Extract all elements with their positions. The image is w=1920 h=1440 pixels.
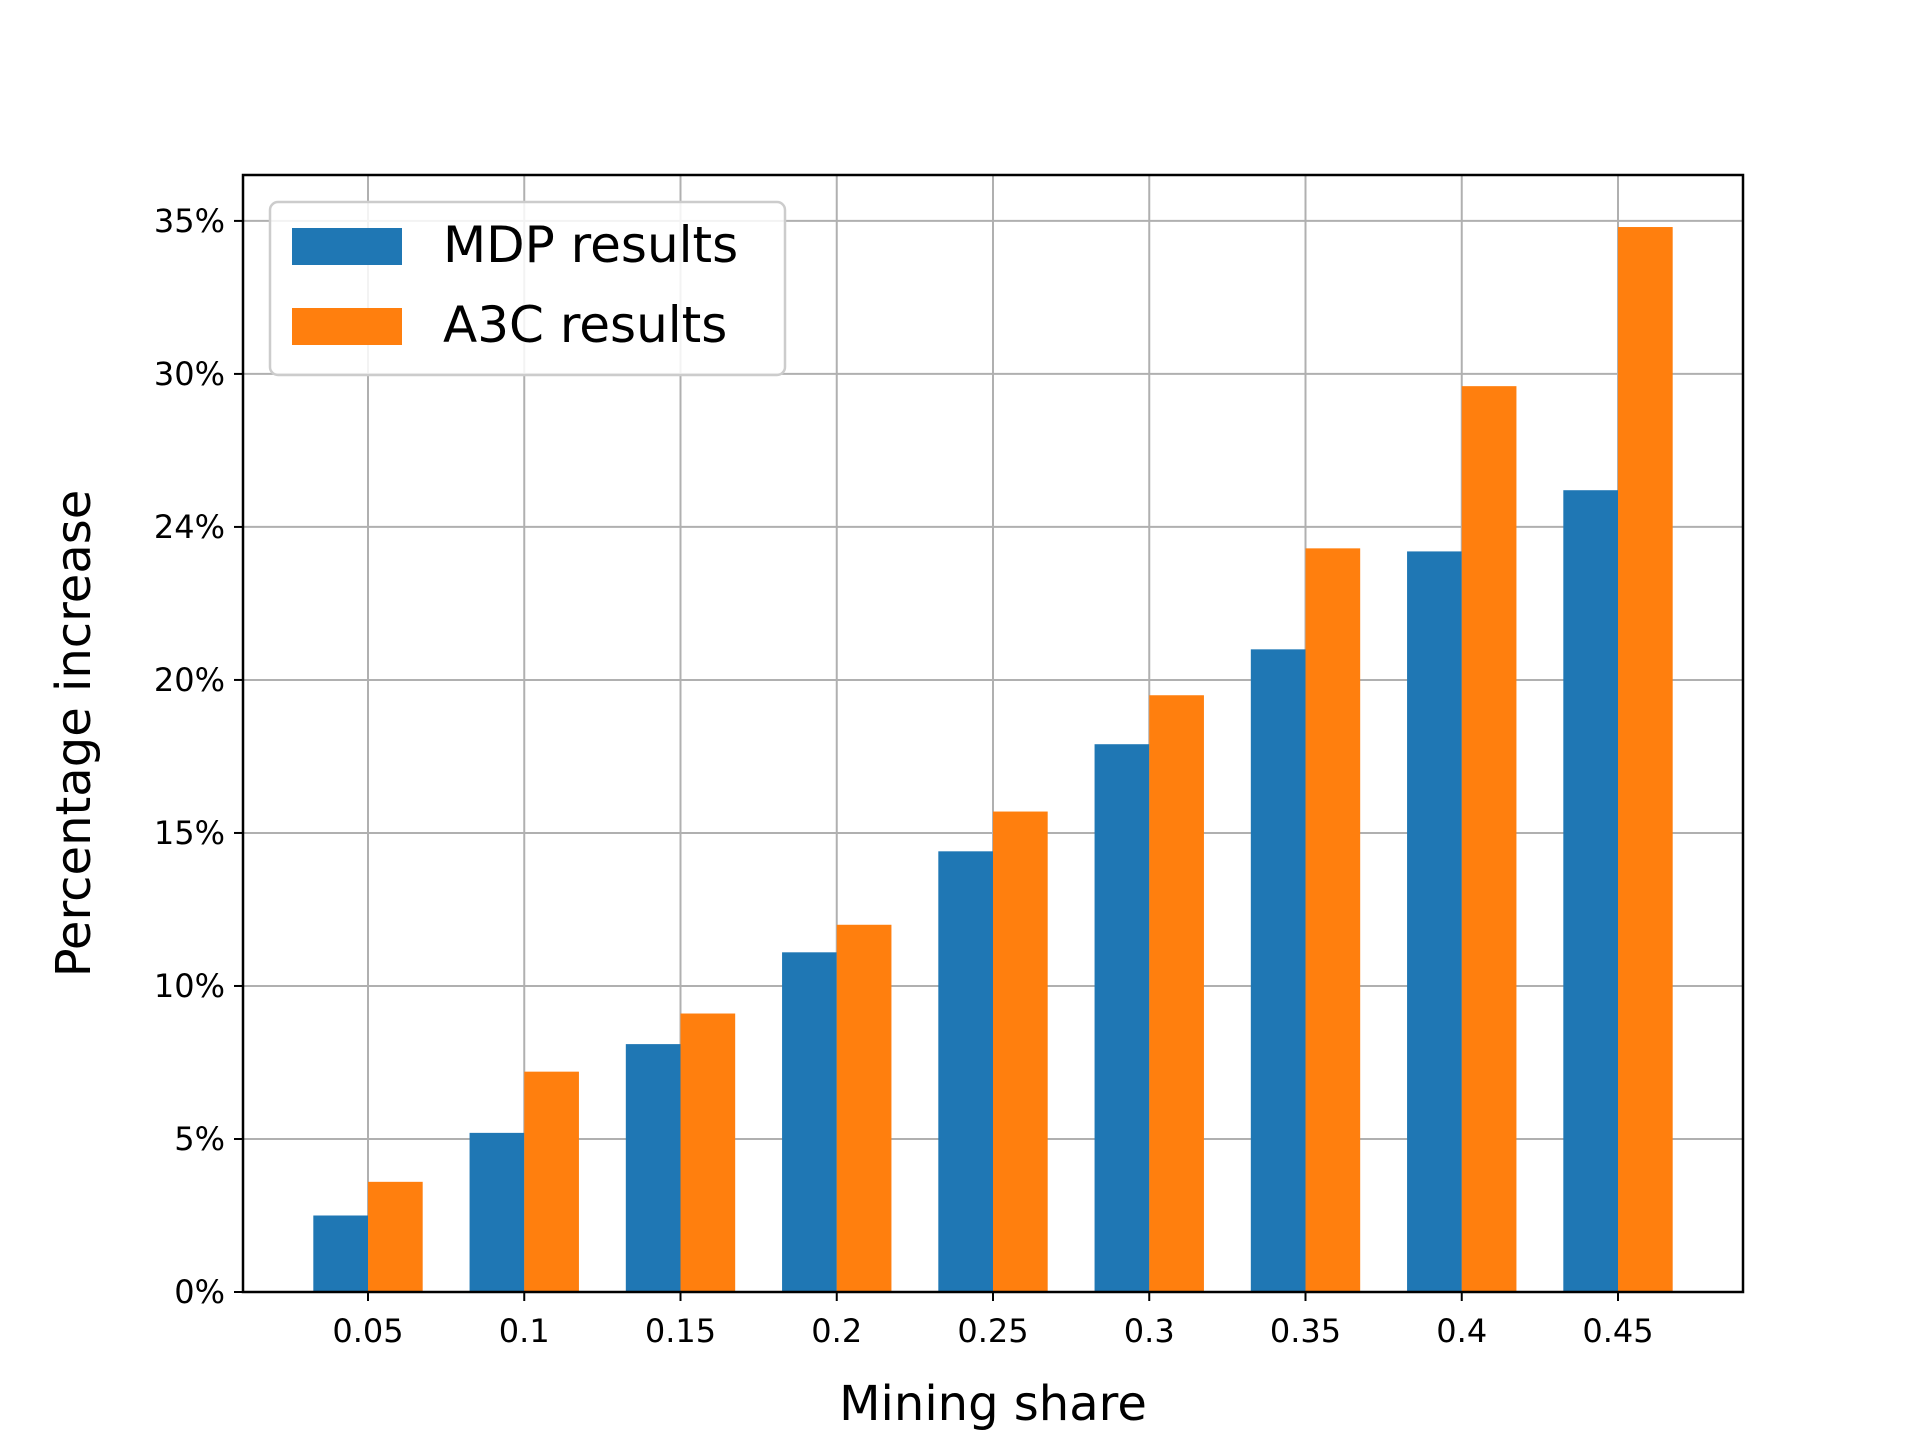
legend: MDP results A3C results <box>268 200 787 377</box>
bar-mdp <box>1407 551 1462 1292</box>
bar-a3c <box>368 1181 423 1292</box>
bar-mdp <box>1563 490 1618 1292</box>
x-tick-label: 0.2 <box>811 1312 862 1350</box>
x-tick-label: 0.1 <box>499 1312 550 1350</box>
x-axis-label: Mining share <box>839 1376 1147 1432</box>
legend-swatch <box>292 228 402 265</box>
bar-a3c <box>680 1013 736 1292</box>
y-tick-label: 10% <box>154 967 225 1005</box>
legend-label: MDP results <box>443 216 738 274</box>
bar-a3c <box>993 811 1048 1292</box>
x-axis: 0.05 0.1 0.15 0.2 0.25 0.3 0.35 0.4 0.45 <box>332 1292 1654 1350</box>
bar-mdp <box>1094 744 1150 1292</box>
x-tick-label: 0.25 <box>957 1312 1028 1350</box>
x-tick-label: 0.35 <box>1270 1312 1341 1350</box>
bar-mdp <box>313 1215 368 1292</box>
y-tick-label: 24% <box>154 508 225 546</box>
y-axis-label: Percentage increase <box>46 490 102 978</box>
y-tick-label: 5% <box>174 1120 225 1158</box>
x-tick-label: 0.15 <box>645 1312 716 1350</box>
bar-a3c <box>1461 386 1517 1292</box>
y-tick-label: 35% <box>154 202 225 240</box>
bar-a3c <box>524 1071 579 1292</box>
bar-mdp <box>782 952 837 1292</box>
y-tick-label: 0% <box>174 1273 225 1311</box>
bars <box>313 227 1673 1292</box>
y-tick-label: 15% <box>154 814 225 852</box>
bar-a3c <box>1149 695 1204 1292</box>
bar-mdp <box>625 1044 681 1292</box>
y-axis: 0% 5% 10% 15% 20% 24% 30% 35% <box>154 202 243 1311</box>
x-tick-label: 0.4 <box>1436 1312 1487 1350</box>
legend-label: A3C results <box>443 296 727 354</box>
bar-a3c <box>1618 227 1673 1292</box>
y-tick-label: 20% <box>154 661 225 699</box>
y-tick-label: 30% <box>154 355 225 393</box>
bar-mdp <box>938 851 993 1292</box>
legend-swatch <box>292 308 402 345</box>
bar-mdp <box>1250 649 1306 1292</box>
bar-mdp <box>469 1132 525 1292</box>
x-tick-label: 0.3 <box>1124 1312 1175 1350</box>
x-tick-label: 0.05 <box>332 1312 403 1350</box>
bar-a3c <box>1305 548 1361 1292</box>
x-tick-label: 0.45 <box>1582 1312 1653 1350</box>
bar-a3c <box>836 924 892 1292</box>
